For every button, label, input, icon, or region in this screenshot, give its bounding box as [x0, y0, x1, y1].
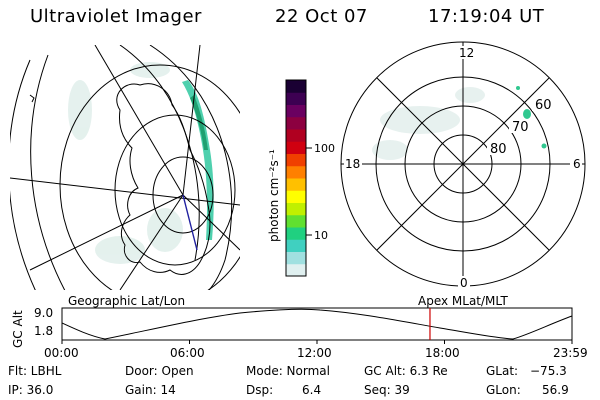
mlt-label-0: 0 [460, 276, 468, 290]
polar-plot: 12 18 6 0 60 70 80 [340, 41, 586, 290]
colorbar-unit-label: photon cm⁻²s⁻¹ [267, 149, 281, 242]
altitude-timeline [61, 307, 573, 344]
instrument-title: Ultraviolet Imager [30, 6, 202, 27]
lat-label-70: 70 [512, 120, 529, 135]
time-tick-0000: 00:00 [44, 346, 79, 360]
time-tick-1800: 18:00 [425, 346, 460, 360]
glon-label: GLon: [486, 383, 521, 397]
mlt-label-12: 12 [459, 46, 474, 60]
mode-info: Mode: Normal [246, 364, 330, 378]
lat-label-80: 80 [490, 142, 507, 157]
colorbar-segment [286, 190, 306, 203]
colorbar-segment [286, 214, 306, 228]
colorbar-segment [286, 92, 306, 105]
colorbar-segment [286, 80, 306, 93]
time-label: 17:19:04 UT [428, 6, 545, 27]
filter-info: Flt: LBHL [8, 364, 62, 378]
colorbar-segment [286, 116, 306, 130]
colorbar-segment [286, 129, 306, 142]
colorbar-segment [286, 263, 306, 277]
dsp-value: 6.4 [302, 383, 322, 397]
lat-label-60: 60 [535, 98, 552, 113]
colorbar-tick-10: 10 [314, 229, 328, 242]
timeline-ymax: 9.0 [34, 306, 54, 320]
time-tick-0600: 06:00 [170, 346, 205, 360]
polar-background-emission [372, 87, 485, 160]
altitude-curve [61, 308, 573, 340]
glat-value: −75.3 [530, 364, 567, 378]
mlt-label-6: 6 [573, 157, 581, 171]
colorbar-segment [286, 141, 306, 154]
continent-outline [116, 83, 211, 275]
mlt-label-18: 18 [345, 157, 360, 171]
colorbar [285, 79, 307, 277]
colorbar-segment [286, 227, 306, 240]
gain-info: Gain: 14 [125, 383, 176, 397]
glat-label: GLat: [486, 364, 519, 378]
glon-value: 56.9 [542, 383, 569, 397]
colorbar-segment [286, 165, 306, 179]
background-emission [68, 62, 183, 264]
gc-alt-info: GC Alt: 6.3 Re [364, 364, 448, 378]
polar-auroral-spots [516, 86, 547, 149]
colorbar-segment [286, 251, 306, 265]
timeline-left-title: Geographic Lat/Lon [68, 294, 186, 308]
colorbar-segment [286, 153, 306, 167]
colorbar-segment [286, 202, 306, 216]
dsp-label: Dsp: [246, 383, 274, 397]
timeline-axis-label: GC Alt [11, 310, 25, 348]
timeline-ymin: 1.8 [34, 324, 54, 338]
geographic-map [10, 45, 240, 290]
colorbar-segment [286, 178, 306, 191]
time-tick-1200: 12:00 [297, 346, 332, 360]
seq-info: Seq: 39 [364, 383, 410, 397]
colorbar-segment [286, 239, 306, 252]
date-label: 22 Oct 07 [275, 6, 368, 27]
door-info: Door: Open [125, 364, 194, 378]
ip-info: IP: 36.0 [8, 383, 54, 397]
colorbar-tick-100: 100 [314, 142, 335, 155]
colorbar-segment [286, 104, 306, 118]
time-tick-2359: 23:59 [553, 346, 588, 360]
timeline-right-title: Apex MLat/MLT [418, 294, 508, 308]
